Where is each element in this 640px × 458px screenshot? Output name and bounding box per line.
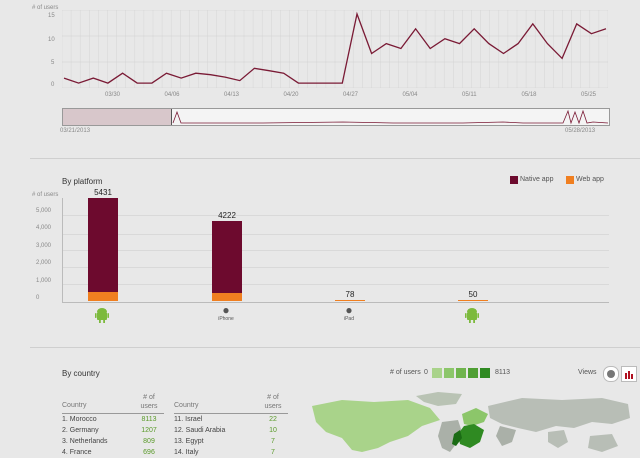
platform-title: By platform [62, 177, 103, 186]
timeline-x-tick: 05/18 [521, 92, 537, 98]
scale-max: 8113 [495, 369, 511, 376]
navigator-start-date: 03/21/2013 [60, 128, 91, 134]
bar-total-label: 50 [468, 290, 478, 300]
timeline-y-axis-label: # of users [32, 5, 59, 11]
timeline-navigator[interactable] [62, 108, 610, 126]
iphone-apple-icon: ● iPhone [218, 303, 234, 322]
platform-y-tick: 0 [36, 295, 40, 301]
timeline-chart [62, 10, 608, 88]
scale-step-5 [480, 368, 490, 378]
timeline-x-tick: 05/25 [581, 92, 597, 98]
platform-y-tick: 4,000 [36, 225, 52, 232]
scale-step-1 [432, 368, 442, 378]
bar-native-app[interactable] [212, 221, 242, 293]
timeline-series-line [63, 11, 607, 84]
timeline-x-tick: 04/06 [164, 92, 180, 98]
section-divider [30, 158, 640, 159]
bar-web-app[interactable] [212, 292, 242, 301]
table-row[interactable]: 14. Italy 7 [174, 449, 275, 456]
navigator-selection-handle[interactable] [63, 109, 172, 125]
table-row[interactable]: 12. Saudi Arabia 10 [174, 427, 277, 434]
timeline-x-tick: 04/20 [283, 92, 299, 98]
country-table-left: Country # of users 1. Morocco 8113 2. Germ… [62, 393, 164, 458]
views-label: Views [578, 369, 597, 376]
country-title: By country [62, 369, 100, 378]
bar-web-app[interactable] [458, 299, 488, 301]
platform-y-tick: 1,000 [36, 277, 52, 284]
bar-total-label: 78 [345, 289, 355, 299]
column-header-users: # of users [140, 394, 158, 410]
ipad-label: iPad [343, 316, 354, 322]
bar-total-label: 5431 [94, 188, 112, 198]
table-row[interactable]: 4. France 696 [62, 449, 155, 456]
globe-view-icon[interactable] [603, 366, 619, 382]
legend-native-label: Native app [520, 176, 554, 183]
timeline-y-tick-10: 10 [48, 37, 55, 43]
ipad-apple-icon: ● iPad [343, 303, 354, 322]
iphone-label: iPhone [218, 316, 234, 322]
table-row[interactable]: 13. Egypt 7 [174, 438, 275, 445]
table-row[interactable]: 1. Morocco 8113 [62, 416, 157, 423]
legend-native-swatch [510, 176, 518, 184]
navigator-end-date: 05/28/2013 [565, 128, 596, 134]
timeline-x-tick: 04/27 [343, 92, 359, 98]
android-icon [93, 306, 111, 324]
section-divider [30, 347, 640, 348]
scale-label: # of users [390, 369, 421, 376]
country-table-right: Country # of users 11. Israel 22 12. Saudi… [174, 393, 288, 458]
table-row[interactable]: 3. Netherlands 809 [62, 438, 155, 445]
timeline-y-tick-5: 5 [51, 60, 55, 66]
timeline-x-tick: 03/30 [105, 92, 121, 98]
platform-y-axis-label: # of users [32, 192, 59, 198]
legend-web-label: Web app [576, 176, 604, 183]
world-map[interactable] [312, 392, 632, 457]
bar-chart-view-icon[interactable] [621, 366, 637, 382]
scale-step-4 [468, 368, 478, 378]
scale-step-3 [456, 368, 466, 378]
bar-web-app[interactable] [335, 299, 365, 301]
table-row[interactable]: 11. Israel 22 [174, 416, 277, 423]
column-header-country: Country [174, 402, 199, 409]
timeline-y-tick-15: 15 [48, 13, 55, 19]
bar-total-label: 4222 [218, 211, 236, 221]
android-web-icon [463, 306, 481, 324]
bar-web-app[interactable] [88, 291, 118, 301]
platform-plot-area [62, 198, 609, 303]
timeline-x-tick: 05/04 [402, 92, 418, 98]
timeline-y-tick-0: 0 [51, 82, 55, 88]
platform-y-tick: 5,000 [36, 208, 52, 214]
platform-y-tick: 2,000 [36, 260, 52, 267]
column-header-users: # of users [264, 394, 282, 410]
bar-native-app[interactable] [88, 198, 118, 292]
platform-y-tick: 3,000 [36, 242, 52, 249]
legend-web-swatch [566, 176, 574, 184]
scale-step-2 [444, 368, 454, 378]
timeline-x-tick: 05/11 [462, 92, 477, 98]
scale-min: 0 [424, 369, 428, 376]
navigator-mini-chart [172, 109, 609, 125]
timeline-x-tick: 04/13 [224, 92, 240, 98]
table-row[interactable]: 2. Germany 1207 [62, 427, 157, 434]
column-header-country: Country [62, 402, 87, 409]
